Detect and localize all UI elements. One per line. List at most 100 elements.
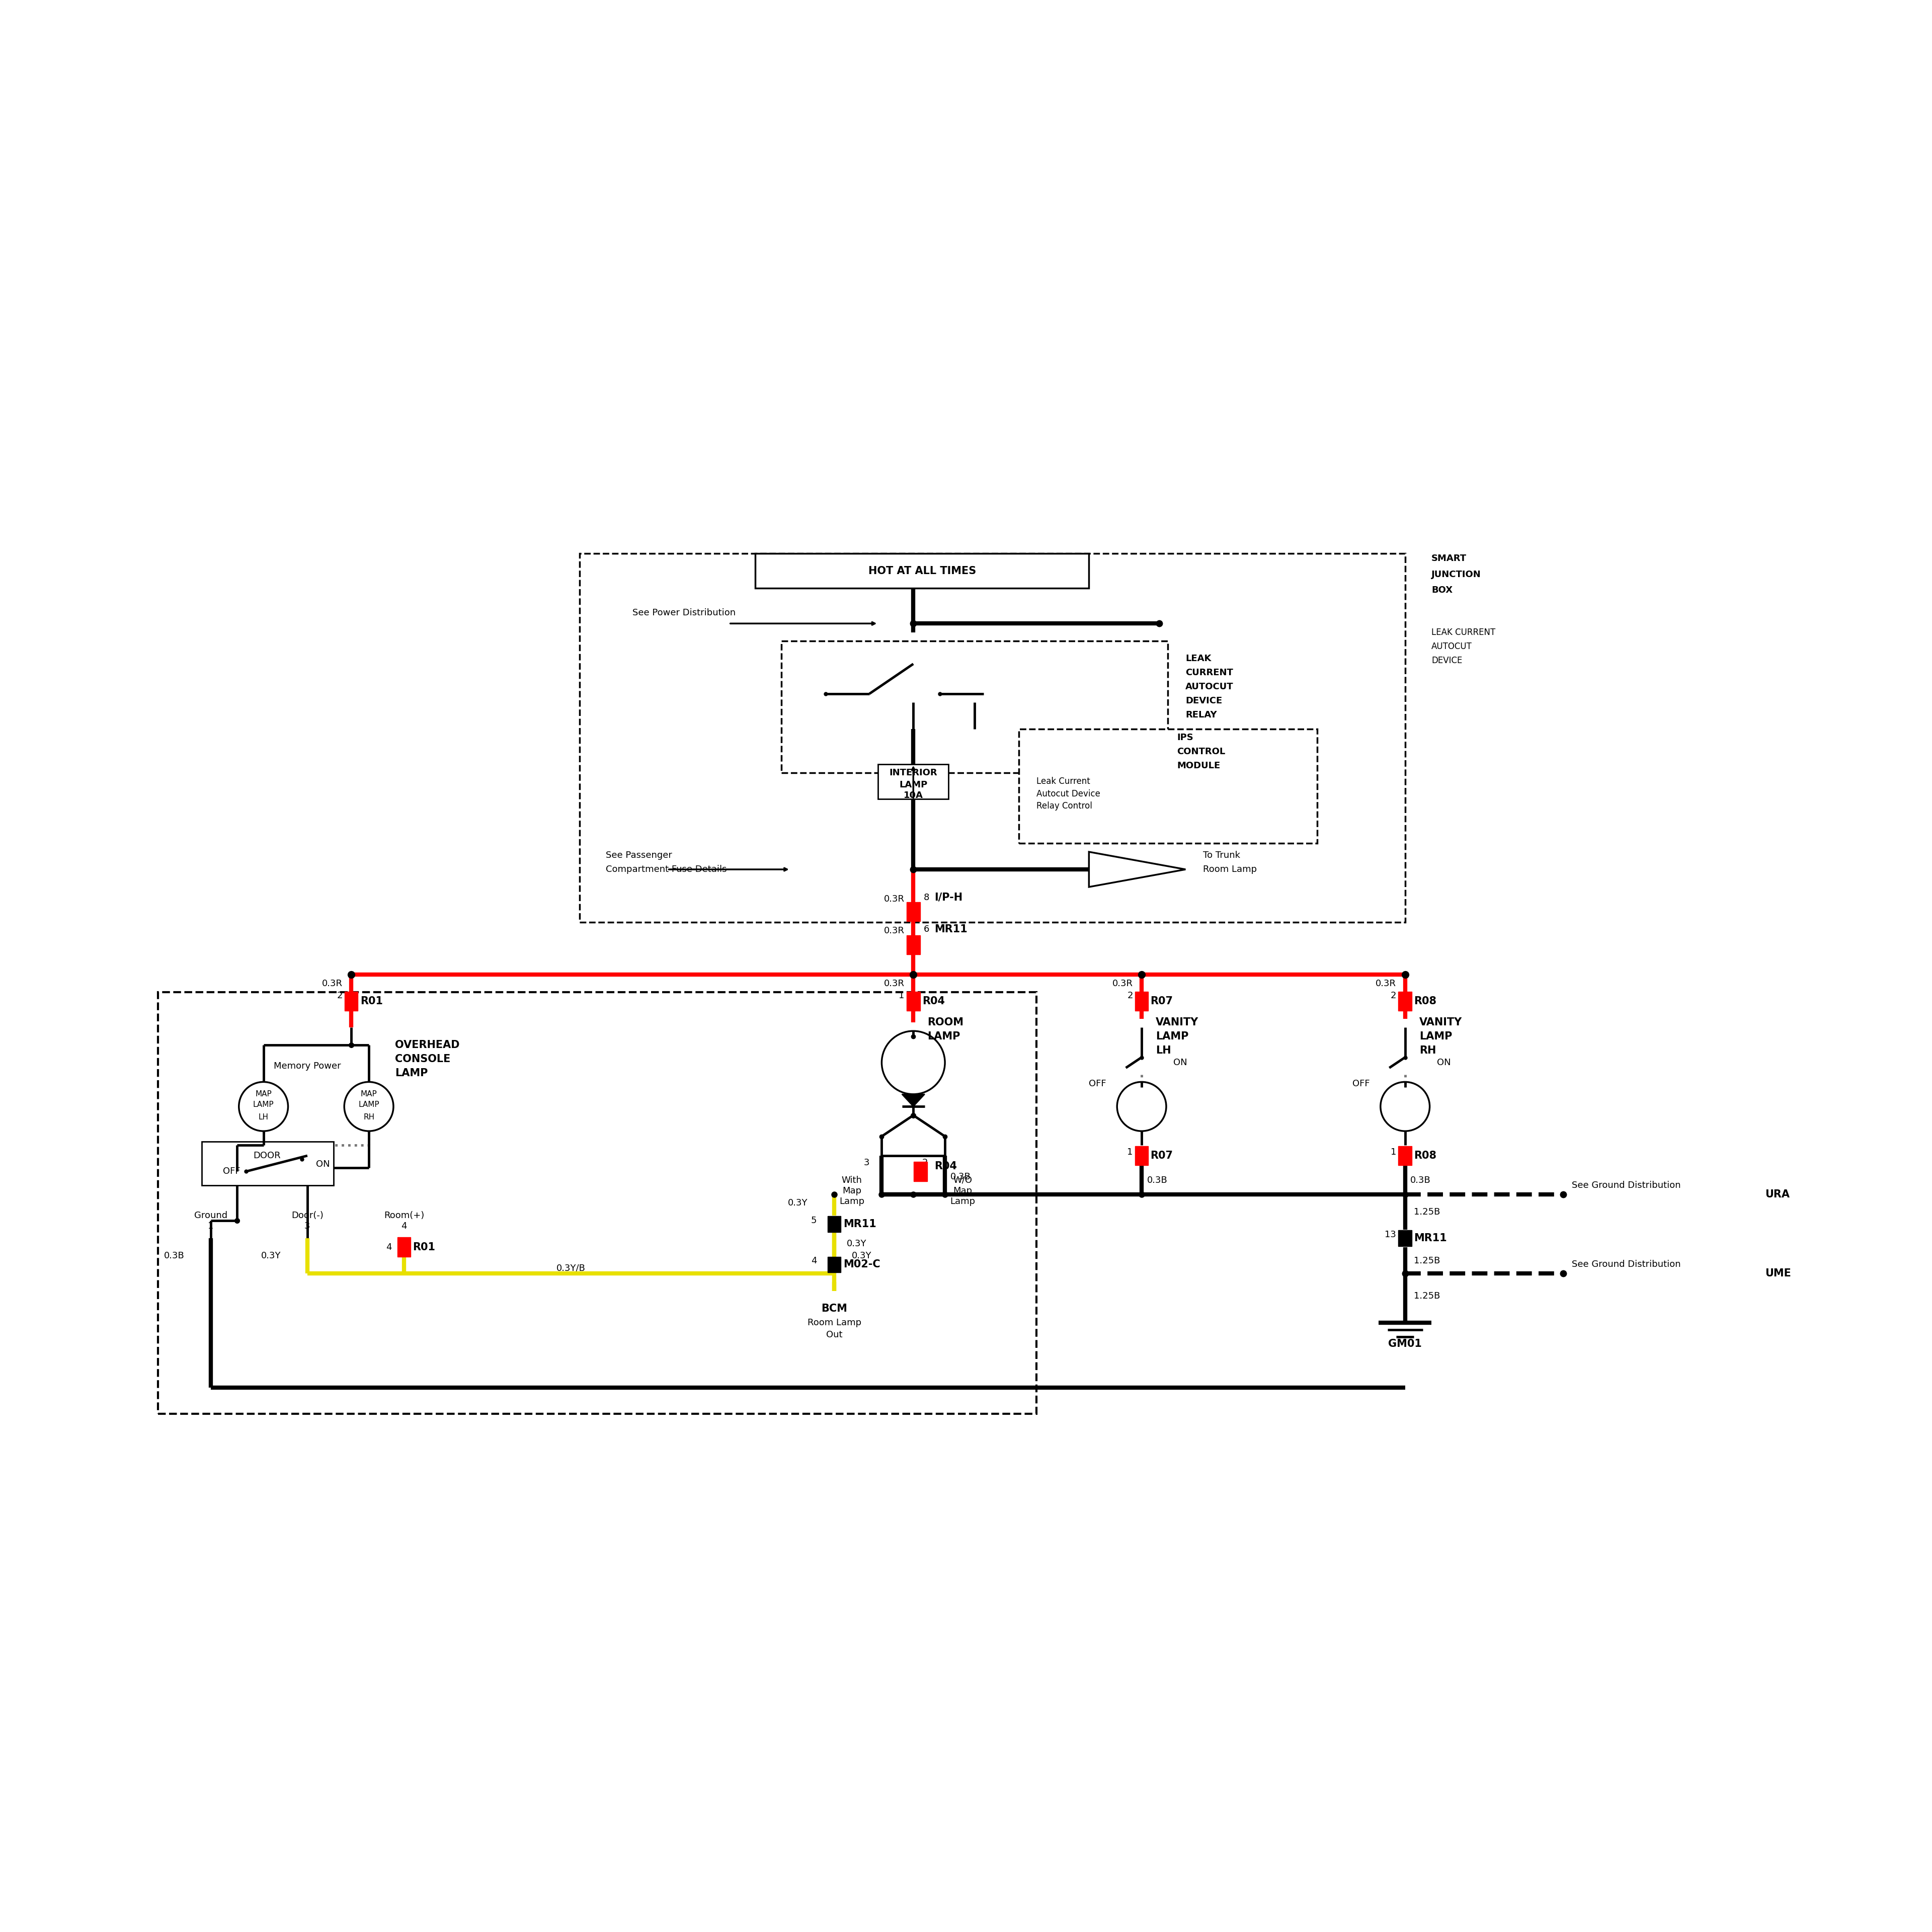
Text: OFF: OFF xyxy=(1090,1080,1107,1088)
Text: CONSOLE: CONSOLE xyxy=(396,1055,450,1065)
Text: Autocut Device: Autocut Device xyxy=(1036,790,1099,798)
Text: IPS: IPS xyxy=(1177,732,1194,742)
Text: MAP: MAP xyxy=(255,1090,272,1097)
Text: OFF: OFF xyxy=(222,1167,242,1177)
FancyBboxPatch shape xyxy=(580,553,1405,922)
Text: 0.3R: 0.3R xyxy=(323,980,342,987)
Text: 4: 4 xyxy=(402,1221,408,1231)
Text: 1: 1 xyxy=(209,1221,214,1231)
Text: 2: 2 xyxy=(922,1157,927,1167)
Text: 0.3Y: 0.3Y xyxy=(788,1198,808,1208)
FancyBboxPatch shape xyxy=(782,641,1169,773)
Bar xyxy=(1134,991,1148,1010)
Text: W/O: W/O xyxy=(952,1177,972,1184)
Text: R01: R01 xyxy=(413,1242,435,1252)
Text: Map: Map xyxy=(952,1186,972,1196)
Text: LAMP: LAMP xyxy=(357,1101,379,1109)
Bar xyxy=(906,902,920,922)
Text: 0.3Y/B: 0.3Y/B xyxy=(556,1264,585,1273)
Text: 1: 1 xyxy=(898,991,904,1001)
FancyBboxPatch shape xyxy=(879,763,949,800)
Text: LAMP: LAMP xyxy=(1155,1032,1188,1041)
Text: 0.3B: 0.3B xyxy=(1410,1177,1432,1184)
Text: 2: 2 xyxy=(1391,991,1397,1001)
Text: LEAK: LEAK xyxy=(1186,655,1211,663)
Text: R08: R08 xyxy=(1414,1151,1437,1161)
Bar xyxy=(827,1217,840,1233)
Text: LH: LH xyxy=(1155,1045,1171,1055)
FancyBboxPatch shape xyxy=(158,993,1036,1414)
Text: GM01: GM01 xyxy=(1389,1339,1422,1349)
Text: VANITY: VANITY xyxy=(1155,1016,1198,1028)
Text: 3: 3 xyxy=(864,1157,869,1167)
Text: DOOR: DOOR xyxy=(253,1151,280,1161)
Text: 6: 6 xyxy=(923,925,929,933)
Text: See Power Distribution: See Power Distribution xyxy=(632,609,736,618)
Text: RELAY: RELAY xyxy=(1186,711,1217,719)
Text: Map: Map xyxy=(842,1186,862,1196)
Text: VANITY: VANITY xyxy=(1420,1016,1463,1028)
Text: DEVICE: DEVICE xyxy=(1186,696,1223,705)
Text: Door(-): Door(-) xyxy=(292,1211,323,1219)
Text: Lamp: Lamp xyxy=(838,1196,864,1206)
Bar xyxy=(1134,1146,1148,1165)
Text: With: With xyxy=(842,1177,862,1184)
Text: Memory Power: Memory Power xyxy=(274,1061,340,1070)
Text: Compartment Fuse Details: Compartment Fuse Details xyxy=(607,866,726,873)
Bar xyxy=(1399,1146,1412,1165)
Text: Leak Current: Leak Current xyxy=(1036,777,1090,786)
Text: CURRENT: CURRENT xyxy=(1186,668,1233,678)
Text: M02-C: M02-C xyxy=(842,1260,881,1269)
FancyBboxPatch shape xyxy=(203,1142,334,1186)
Text: Room(+): Room(+) xyxy=(384,1211,425,1219)
Text: MODULE: MODULE xyxy=(1177,761,1221,771)
FancyBboxPatch shape xyxy=(755,553,1090,589)
Text: 0.3Y: 0.3Y xyxy=(846,1238,866,1248)
Text: I/P-H: I/P-H xyxy=(935,893,962,902)
Text: 3: 3 xyxy=(305,1221,311,1231)
Bar xyxy=(1399,991,1412,1010)
Text: RH: RH xyxy=(363,1113,375,1121)
Text: Room Lamp: Room Lamp xyxy=(1204,866,1258,873)
Text: MR11: MR11 xyxy=(842,1219,875,1229)
Text: LAMP: LAMP xyxy=(396,1068,429,1078)
Text: LH: LH xyxy=(259,1113,269,1121)
Text: RH: RH xyxy=(1420,1045,1435,1055)
Text: 2: 2 xyxy=(1126,991,1132,1001)
Text: ROOM: ROOM xyxy=(927,1016,964,1028)
Text: 0.3B: 0.3B xyxy=(951,1173,970,1180)
Polygon shape xyxy=(1090,852,1186,887)
Text: CONTROL: CONTROL xyxy=(1177,748,1225,755)
Text: URA: URA xyxy=(1766,1190,1789,1200)
Text: ON: ON xyxy=(1437,1059,1451,1066)
Text: 2: 2 xyxy=(336,991,342,1001)
Text: A: A xyxy=(1124,866,1130,873)
Text: MR11: MR11 xyxy=(1414,1233,1447,1244)
Text: 0.3R: 0.3R xyxy=(885,895,904,904)
Text: R08: R08 xyxy=(1414,997,1437,1007)
Text: 0.3R: 0.3R xyxy=(1113,980,1132,987)
Text: 1: 1 xyxy=(1126,1148,1132,1157)
Text: R04: R04 xyxy=(935,1161,956,1171)
Text: MAP: MAP xyxy=(361,1090,377,1097)
Text: AUTOCUT: AUTOCUT xyxy=(1432,641,1472,651)
Bar xyxy=(827,1256,840,1273)
Text: INTERIOR: INTERIOR xyxy=(889,769,937,777)
Text: ON: ON xyxy=(317,1159,330,1169)
Text: 0.3B: 0.3B xyxy=(1148,1177,1167,1184)
Text: BOX: BOX xyxy=(1432,585,1453,595)
Text: 1: 1 xyxy=(1391,1148,1397,1157)
Bar xyxy=(906,935,920,954)
Text: 5: 5 xyxy=(811,1215,817,1225)
Text: Ground: Ground xyxy=(193,1211,228,1219)
Text: OVERHEAD: OVERHEAD xyxy=(396,1039,460,1051)
Text: JUNCTION: JUNCTION xyxy=(1432,570,1482,580)
Text: AUTOCUT: AUTOCUT xyxy=(1186,682,1235,692)
Polygon shape xyxy=(902,1094,925,1107)
Text: LAMP: LAMP xyxy=(1420,1032,1453,1041)
Text: 0.3Y: 0.3Y xyxy=(852,1252,871,1260)
Text: ON: ON xyxy=(1173,1059,1186,1066)
Text: HOT AT ALL TIMES: HOT AT ALL TIMES xyxy=(867,566,976,576)
Text: R01: R01 xyxy=(359,997,383,1007)
Text: R07: R07 xyxy=(1150,1151,1173,1161)
